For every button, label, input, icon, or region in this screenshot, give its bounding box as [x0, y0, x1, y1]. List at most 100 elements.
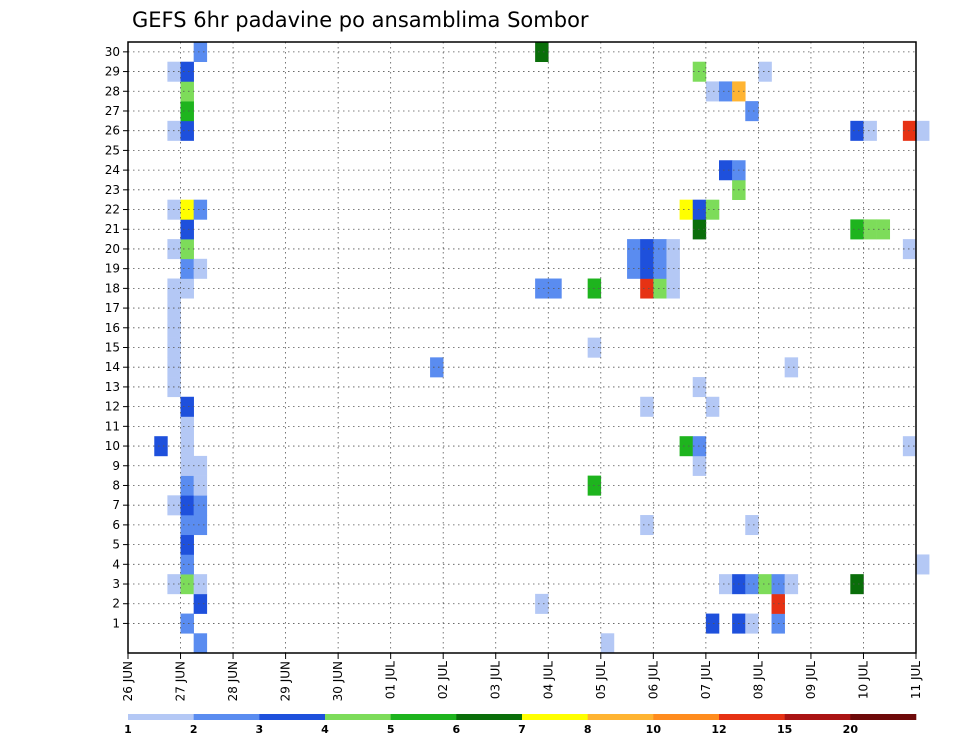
heatmap-cell — [193, 574, 208, 595]
x-tick-label: 27 JUN — [174, 661, 188, 701]
colorbar-label: 20 — [843, 723, 859, 736]
y-tick-label: 5 — [112, 538, 120, 552]
heatmap-cell — [180, 81, 194, 102]
heatmap-cell — [784, 574, 799, 595]
colorbar-swatch — [522, 714, 588, 720]
y-tick-label: 21 — [105, 222, 120, 236]
heatmap-cell — [535, 42, 549, 63]
y-tick-label: 16 — [105, 321, 120, 335]
heatmap-cell — [640, 396, 654, 417]
heatmap-cell — [653, 258, 667, 279]
heatmap-cell — [850, 120, 864, 141]
y-tick-label: 29 — [105, 65, 120, 79]
y-tick-label: 11 — [105, 419, 120, 433]
heatmap-cell — [719, 160, 733, 181]
y-tick-label: 18 — [105, 281, 120, 295]
heatmap-cell — [745, 613, 759, 634]
heatmap-cell — [745, 515, 759, 536]
y-tick-label: 6 — [112, 518, 120, 532]
grid-layer — [128, 42, 916, 653]
heatmap-cell — [180, 515, 194, 536]
heatmap-cell — [758, 61, 772, 82]
heatmap-cell — [180, 258, 194, 279]
y-tick-label: 30 — [105, 45, 120, 59]
heatmap-cell — [180, 534, 194, 555]
heatmap-cell — [180, 495, 194, 516]
heatmap-cell — [535, 593, 549, 614]
colorbar-label: 3 — [256, 723, 264, 736]
y-tick-label: 22 — [105, 203, 120, 217]
colorbar-label: 1 — [124, 723, 132, 736]
heatmap-cell — [180, 199, 194, 220]
heatmap-cell — [719, 81, 733, 102]
heatmap-cell — [863, 219, 877, 240]
colorbar-swatch — [456, 714, 523, 720]
heatmap-cell — [902, 120, 917, 141]
heatmap-cell — [193, 495, 208, 516]
heatmap-cell — [902, 239, 917, 260]
heatmap-cell — [180, 455, 194, 476]
x-tick-label: 01 JUL — [384, 661, 398, 699]
heatmap-cell — [180, 101, 194, 122]
heatmap-cell — [154, 436, 168, 457]
x-tick-label: 26 JUN — [121, 661, 135, 701]
heatmap-cell — [535, 278, 549, 299]
heatmap-cell — [653, 239, 667, 260]
y-tick-label: 19 — [105, 262, 120, 276]
x-tick-label: 30 JUN — [331, 661, 345, 701]
heatmap-cell — [640, 515, 654, 536]
x-tick-label: 03 JUL — [489, 661, 503, 699]
heatmap-cell — [784, 357, 799, 378]
colorbar-swatch — [390, 714, 457, 720]
heatmap-cell — [719, 574, 733, 595]
colorbar-label: 10 — [646, 723, 662, 736]
heatmap-cell — [916, 554, 930, 575]
colorbar-label: 15 — [777, 723, 792, 736]
heatmap-cell — [193, 475, 208, 496]
y-tick-label: 8 — [112, 478, 120, 492]
heatmap-cell — [640, 258, 654, 279]
colorbar-label: 2 — [190, 723, 198, 736]
x-tick-label: 07 JUL — [699, 661, 713, 699]
y-tick-label: 3 — [112, 577, 120, 591]
heatmap-cell — [180, 396, 194, 417]
heatmap-cell — [640, 239, 654, 260]
heatmap-cell — [180, 61, 194, 82]
colorbar-swatch — [719, 714, 785, 720]
heatmap-cell — [193, 633, 208, 654]
x-tick-label: 08 JUL — [751, 661, 765, 699]
y-axis: 1234567891011121314151617181920212223242… — [105, 45, 128, 630]
heatmap-cell — [745, 101, 759, 122]
y-tick-label: 2 — [112, 597, 120, 611]
colorbar-label: 5 — [387, 723, 395, 736]
heatmap-cell — [640, 278, 654, 299]
colorbar-swatch — [325, 714, 391, 720]
y-tick-label: 4 — [112, 557, 120, 571]
x-tick-label: 10 JUL — [856, 661, 870, 699]
heatmap-cell — [430, 357, 444, 378]
heatmap-cell — [193, 593, 208, 614]
y-tick-label: 17 — [105, 301, 120, 315]
heatmap-cell — [180, 416, 194, 437]
colorbar-swatch — [193, 714, 260, 720]
heatmap-cell — [850, 219, 864, 240]
colorbar-swatch — [128, 714, 194, 720]
heatmap-cell — [653, 278, 667, 299]
heatmap-cell — [180, 120, 194, 141]
x-tick-label: 11 JUL — [909, 661, 923, 699]
colorbar-label: 4 — [321, 723, 329, 736]
heatmap-cell — [180, 554, 194, 575]
heatmap-cell — [180, 278, 194, 299]
y-tick-label: 23 — [105, 183, 120, 197]
heatmap-cell — [705, 396, 720, 417]
colorbar-swatch — [587, 714, 654, 720]
y-tick-label: 14 — [105, 360, 120, 374]
x-tick-label: 05 JUL — [594, 661, 608, 699]
colorbar-swatch — [850, 714, 917, 720]
y-tick-label: 26 — [105, 124, 120, 138]
cells-layer — [154, 42, 930, 654]
y-tick-label: 7 — [112, 498, 120, 512]
heatmap-cell — [180, 219, 194, 240]
heatmap-cell — [193, 455, 208, 476]
y-tick-label: 27 — [105, 104, 120, 118]
